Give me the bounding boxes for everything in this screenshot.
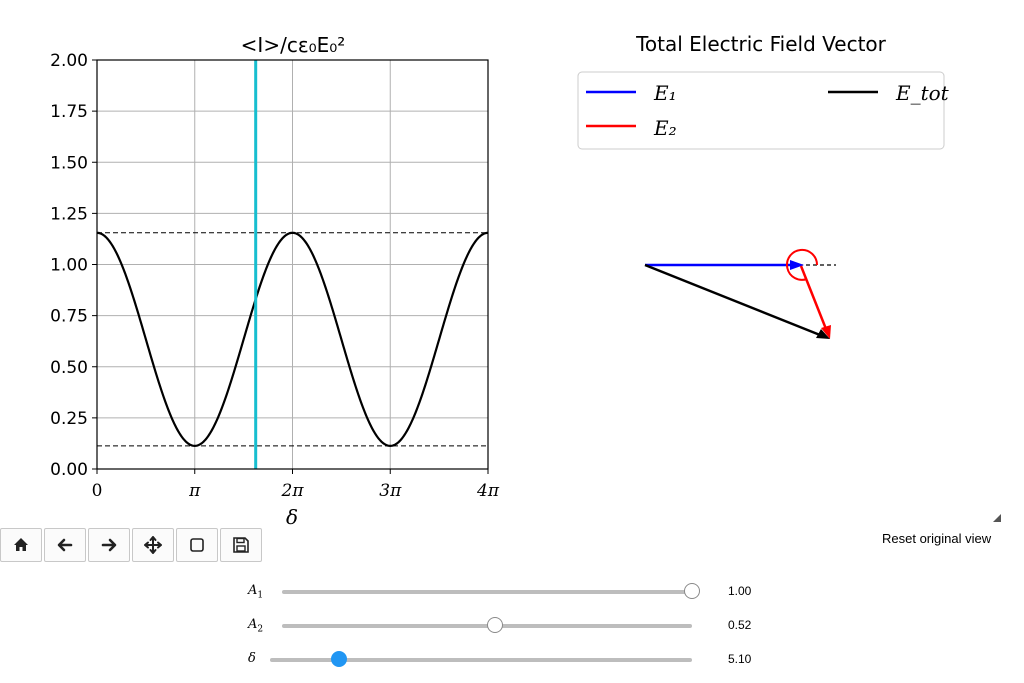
plot-title: <I>/cε₀E₀² — [241, 33, 346, 57]
home-icon — [14, 538, 28, 551]
save-button[interactable] — [220, 528, 262, 562]
phase-angle-arc — [786, 248, 819, 281]
pan-button[interactable] — [132, 528, 174, 562]
home-button[interactable] — [0, 528, 42, 562]
vector-e2-head — [821, 325, 831, 339]
slider-label-delta: δ — [248, 651, 256, 666]
resize-handle[interactable] — [993, 514, 1001, 522]
slider-handle-delta[interactable] — [330, 651, 347, 667]
legend: E₁ E₂ E_tot — [577, 71, 950, 150]
forward-button[interactable] — [88, 528, 130, 562]
vector-e2 — [799, 265, 828, 330]
y-tick-label: 1.50 — [50, 153, 88, 173]
slider-value-a2: 0.52 — [728, 618, 752, 632]
slider-value-delta: 5.10 — [728, 652, 752, 666]
x-tick-label: 0 — [92, 481, 103, 501]
vector-plot-title: Total Electric Field Vector — [635, 32, 887, 56]
intensity-curve — [96, 231, 489, 447]
arrow-right-icon — [101, 538, 117, 552]
x-tick-label: π — [188, 481, 201, 501]
slider-row-delta: δ 5.10 — [0, 648, 1024, 672]
legend-box — [577, 71, 945, 150]
slider-track-a1[interactable] — [282, 590, 692, 594]
y-tick-label: 1.75 — [50, 102, 88, 122]
slider-row-a1: A1 1.00 — [0, 580, 1024, 604]
arrow-left-icon — [57, 538, 73, 552]
back-button[interactable] — [44, 528, 86, 562]
move-icon — [144, 536, 162, 554]
x-tick-label: 3π — [379, 481, 402, 501]
vector-diagram — [644, 248, 836, 339]
legend-label-etot: E_tot — [895, 81, 950, 105]
intensity-plot: 0.00 0.25 0.50 0.75 1.00 1.25 1.50 1.75 2.00 0 π 2π… — [50, 33, 500, 525]
slider-handle-a1[interactable] — [684, 583, 700, 599]
slider-track-a2[interactable] — [282, 624, 692, 628]
slider-row-a2: A2 0.52 — [0, 614, 1024, 638]
figure-canvas: 0.00 0.25 0.50 0.75 1.00 1.25 1.50 1.75 2.00 0 π 2π… — [50, 32, 950, 525]
legend-label-e2: E₂ — [653, 116, 677, 140]
save-icon — [233, 537, 249, 553]
vector-etot-head — [816, 329, 830, 339]
zoom-rect-icon — [190, 538, 204, 552]
legend-label-e1: E₁ — [653, 81, 677, 105]
y-tick-label: 1.25 — [50, 204, 88, 224]
field-vector-plot: Total Electric Field Vector E₁ E₂ E_tot — [577, 32, 950, 339]
y-tick-label: 0.75 — [50, 307, 88, 327]
x-tick-label: 4π — [476, 481, 500, 501]
zoom-button[interactable] — [176, 528, 218, 562]
plot-toolbar — [0, 528, 264, 562]
slider-label-a2: A2 — [248, 617, 264, 635]
y-tick-label: 0.50 — [50, 358, 88, 378]
y-tick-label: 0.25 — [50, 409, 88, 429]
x-axis-label: δ — [286, 505, 298, 525]
y-tick-label: 2.00 — [50, 51, 88, 71]
y-tick-label: 1.00 — [50, 256, 88, 276]
x-tick-label: 2π — [281, 481, 305, 501]
slider-handle-a2[interactable] — [487, 617, 504, 633]
slider-track-delta[interactable] — [270, 658, 692, 662]
reset-view-button[interactable]: Reset original view — [882, 531, 992, 546]
slider-label-a1: A1 — [248, 583, 264, 601]
slider-value-a1: 1.00 — [728, 584, 752, 598]
vector-etot — [644, 263, 821, 337]
y-tick-label: 0.00 — [50, 460, 88, 480]
vector-e1-head — [790, 260, 804, 270]
